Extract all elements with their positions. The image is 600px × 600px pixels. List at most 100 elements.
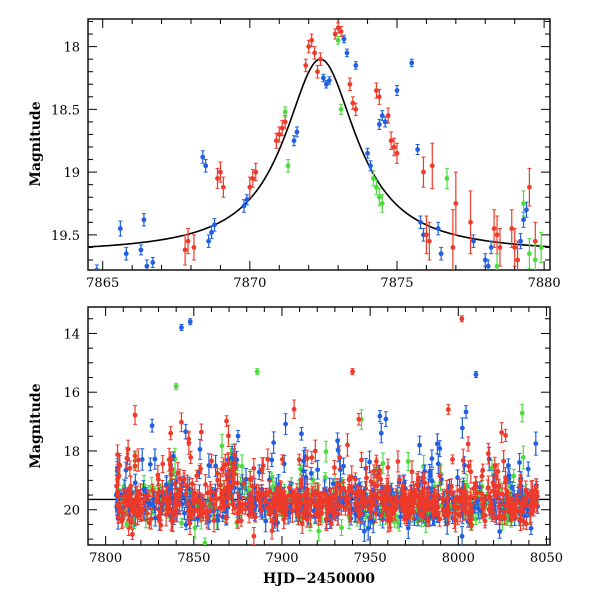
red-data-point — [347, 77, 353, 92]
red-data-point — [509, 209, 515, 248]
red-data-point — [267, 496, 273, 512]
blue-data-point — [459, 417, 465, 439]
red-data-point — [446, 502, 452, 522]
green-data-point — [379, 194, 385, 213]
red-data-point — [296, 453, 302, 466]
red-data-point — [523, 516, 529, 531]
red-data-point — [468, 190, 473, 255]
blue-data-point — [533, 431, 539, 456]
blue-data-point — [415, 144, 420, 156]
red-data-point — [198, 423, 204, 441]
model-curve — [88, 58, 550, 248]
red-data-point — [181, 469, 187, 489]
red-data-point — [220, 176, 226, 198]
red-data-point — [359, 489, 365, 508]
red-data-point — [218, 161, 223, 183]
red-data-point — [138, 498, 144, 521]
red-data-point — [247, 470, 253, 488]
red-data-point — [313, 504, 319, 524]
red-data-point — [253, 511, 258, 523]
y-tick-label: 19 — [63, 166, 80, 181]
red-data-point — [465, 436, 471, 452]
red-data-point — [274, 483, 280, 495]
red-data-point — [259, 457, 265, 482]
blue-data-point — [517, 452, 522, 472]
blue-data-point — [353, 61, 359, 70]
blue-data-point — [368, 160, 373, 172]
red-data-point — [530, 501, 536, 517]
red-data-point — [450, 209, 456, 270]
red-data-point — [499, 483, 505, 505]
red-data-point — [148, 507, 154, 530]
red-data-point — [199, 493, 205, 514]
red-data-point — [237, 503, 243, 514]
red-data-point — [265, 448, 271, 470]
red-data-point — [345, 433, 350, 457]
blue-data-point — [341, 34, 347, 44]
blue-data-point — [182, 506, 187, 520]
red-data-point — [515, 240, 521, 270]
blue-data-point — [269, 452, 275, 467]
red-data-point — [452, 490, 458, 510]
red-data-point — [450, 454, 455, 465]
red-data-point — [462, 482, 468, 501]
red-data-point — [166, 447, 172, 472]
red-data-point — [173, 493, 179, 515]
blue-data-point — [138, 244, 144, 256]
red-data-point — [332, 459, 337, 475]
y-tick-label: 19.5 — [51, 229, 80, 244]
red-data-point — [341, 479, 347, 497]
red-data-point — [120, 510, 125, 528]
red-data-point — [254, 483, 260, 502]
red-data-point — [215, 167, 220, 189]
green-data-point — [511, 468, 517, 483]
blue-data-point — [263, 509, 269, 533]
blue-data-point — [206, 234, 212, 248]
blue-data-point — [215, 510, 221, 531]
red-data-point — [135, 448, 141, 472]
red-data-point — [381, 490, 387, 507]
red-data-point — [291, 399, 297, 419]
red-data-point — [207, 481, 213, 503]
red-data-point — [128, 476, 134, 497]
blue-data-point — [471, 234, 476, 248]
green-data-point — [380, 452, 386, 475]
red-data-point — [396, 474, 402, 485]
blue-data-point — [244, 194, 250, 206]
top-plot-frame — [87, 18, 551, 271]
red-data-point — [429, 142, 435, 189]
red-data-point — [230, 494, 236, 515]
green-data-point — [179, 517, 184, 529]
blue-data-point — [197, 438, 203, 460]
y-tick-label: 14 — [63, 327, 80, 342]
blue-data-point — [149, 418, 155, 433]
green-data-point — [323, 440, 329, 463]
red-data-point — [359, 451, 364, 469]
red-data-point — [251, 457, 257, 479]
red-data-point — [485, 442, 491, 465]
red-data-point — [508, 502, 514, 526]
red-data-point — [318, 500, 324, 526]
green-data-point — [473, 513, 479, 525]
red-data-point — [468, 459, 474, 484]
red-data-point — [506, 491, 512, 508]
green-data-point — [338, 103, 344, 115]
red-data-point — [129, 493, 135, 514]
red-data-point — [424, 215, 429, 255]
blue-data-point — [315, 459, 321, 480]
red-data-point — [532, 485, 538, 496]
blue-data-point — [256, 464, 262, 481]
red-data-point — [297, 494, 303, 511]
red-data-point — [414, 472, 420, 497]
green-outlier-point — [124, 520, 130, 528]
red-data-point — [385, 107, 391, 124]
y-tick-label: 18 — [63, 445, 80, 460]
blue-data-point — [506, 468, 512, 483]
red-data-point — [283, 502, 289, 516]
blue-data-point — [291, 135, 297, 147]
red-data-point — [394, 142, 400, 164]
red-data-point — [440, 503, 446, 517]
red-data-point — [150, 483, 156, 498]
red-data-point — [223, 513, 229, 524]
x-tick-label: 7880 — [528, 276, 561, 291]
